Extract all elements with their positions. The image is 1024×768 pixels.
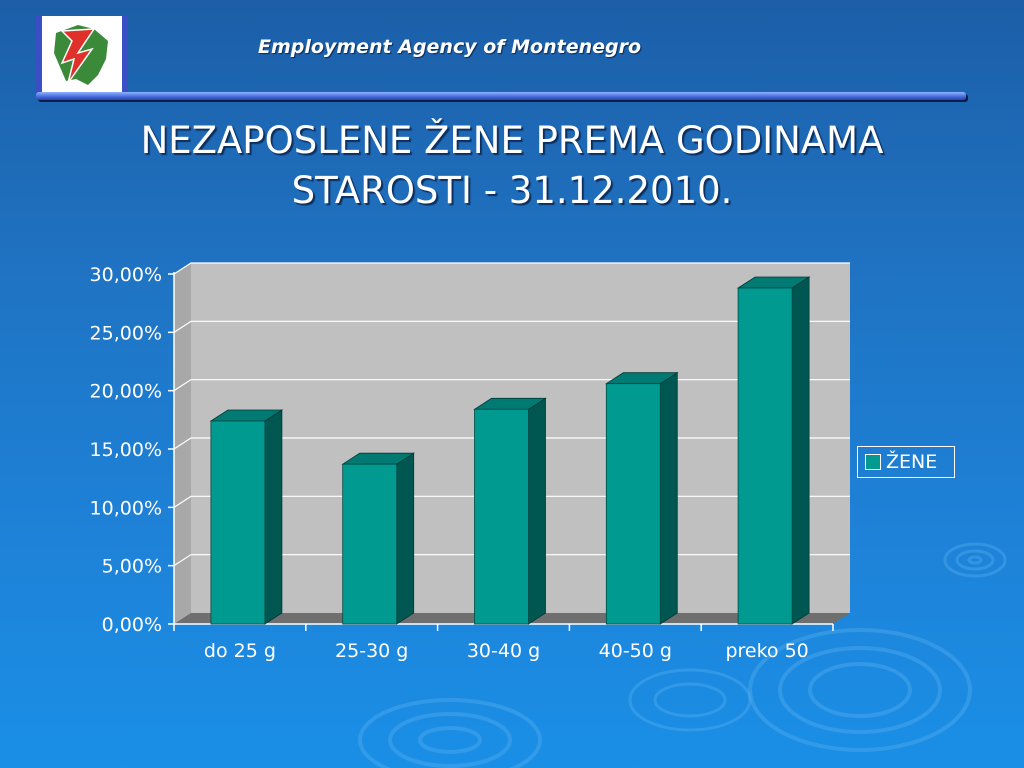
slide-title-line-2: STAROSTI - 31.12.2010. [291, 169, 733, 212]
gridline [173, 320, 850, 333]
legend-label: ŽENE [886, 451, 938, 473]
x-tick-label: preko 50 [725, 640, 808, 662]
x-tick-label: do 25 g [204, 640, 276, 662]
slide-title: NEZAPOSLENE ŽENE PREMA GODINAMA STAROSTI… [0, 116, 1024, 216]
y-tick-label: 15,00% [90, 439, 162, 461]
logo-emblem-icon [54, 25, 108, 85]
bar-side [791, 276, 810, 625]
bar [210, 420, 266, 625]
y-tick-label: 5,00% [102, 556, 162, 578]
x-tick-label: 30-40 g [467, 640, 540, 662]
bar [737, 287, 793, 625]
y-tick-label: 25,00% [90, 322, 162, 344]
bar [342, 463, 398, 625]
bar-side [264, 409, 283, 625]
gridline [173, 262, 850, 275]
y-tick-label: 20,00% [90, 381, 162, 403]
bar-side [659, 371, 678, 625]
x-tick-label: 40-50 g [599, 640, 672, 662]
agency-logo [36, 16, 128, 94]
bar-side [528, 397, 546, 625]
slide-title-line-1: NEZAPOSLENE ŽENE PREMA GODINAMA [140, 119, 884, 162]
bar-side [396, 452, 415, 625]
y-tick-label: 0,00% [102, 614, 162, 636]
header-divider [36, 92, 966, 100]
bar [605, 383, 661, 625]
x-tick-label: 25-30 g [335, 640, 408, 662]
bar [474, 408, 529, 625]
chart-legend: ŽENE [857, 446, 955, 478]
y-tick-label: 30,00% [90, 264, 162, 286]
y-tick-label: 10,00% [90, 497, 162, 519]
agency-name: Employment Agency of Montenegro [258, 36, 642, 58]
legend-swatch [865, 454, 881, 470]
